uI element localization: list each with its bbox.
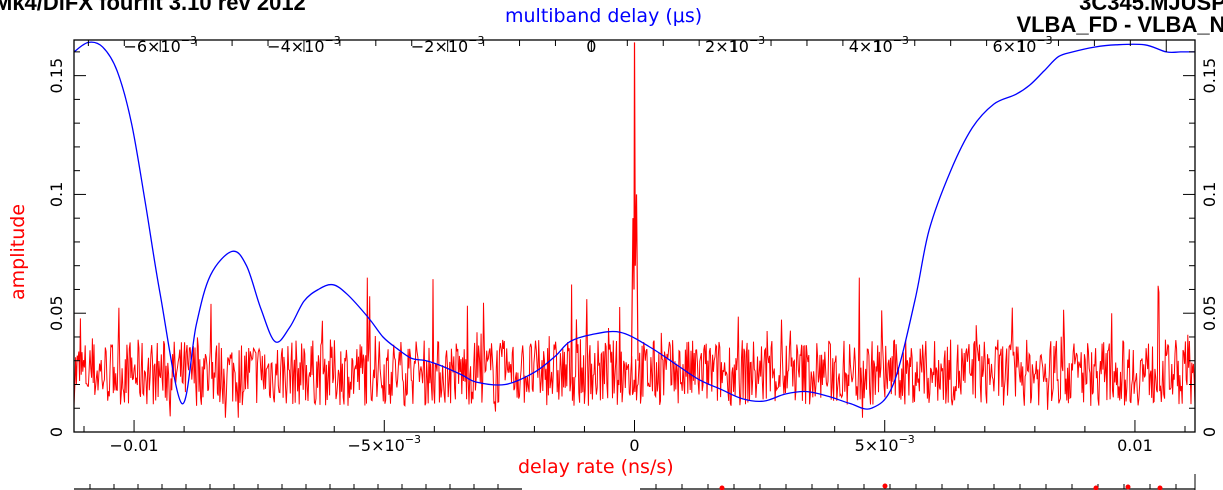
top-tick-label: 0 — [586, 37, 596, 56]
lower-panel-dot — [1093, 485, 1099, 490]
bottom-tick-label: −5×10−3 — [347, 433, 421, 455]
top-tick-label: 4×10−3 — [849, 34, 909, 56]
header-source-name: 3C345.MJUSPG — [1079, 0, 1223, 15]
lower-panel-dot — [719, 485, 725, 490]
y-tick-label-right: 0.05 — [1200, 295, 1219, 331]
y-tick-label-left: 0.05 — [47, 295, 66, 331]
header-left-text: Mk4/DiFX fourfit 3.10 rev 2012 — [0, 0, 306, 15]
lower-panel-dot — [1125, 484, 1131, 490]
bottom-tick-label: 0 — [629, 436, 639, 455]
top-tick-label: −6×10−3 — [123, 34, 197, 56]
top-axis-label: multiband delay (μs) — [505, 5, 703, 27]
y-tick-label-left: 0.1 — [47, 182, 66, 207]
y-tick-label-right: 0 — [1200, 427, 1219, 437]
lower-panel-dot — [882, 483, 888, 489]
top-tick-label: 6×10−3 — [992, 34, 1052, 56]
y-tick-label-right: 0.15 — [1200, 58, 1219, 94]
top-tick-label: −4×10−3 — [267, 34, 341, 56]
amplitude-noise-trace — [73, 277, 1196, 418]
bottom-tick-label: 0.01 — [1117, 436, 1153, 455]
bottom-tick-label: 5×10−3 — [855, 433, 915, 455]
bottom-axis-label: delay rate (ns/s) — [518, 456, 674, 478]
y-tick-label-left: 0 — [47, 427, 66, 437]
header-baseline: VLBA_FD - VLBA_NL, — [1016, 12, 1223, 37]
fringe-peak — [630, 42, 639, 361]
lower-panel-dot — [1157, 485, 1163, 490]
lower-panels — [74, 474, 1196, 490]
y-tick-label-left: 0.15 — [47, 58, 66, 94]
multiband-delay-curve — [73, 41, 1195, 410]
traces — [73, 41, 1196, 418]
bottom-tick-label: −0.01 — [110, 436, 159, 455]
top-tick-label: 2×10−3 — [705, 34, 765, 56]
top-tick-label: −2×10−3 — [411, 34, 485, 56]
y-tick-label-right: 0.1 — [1200, 182, 1219, 207]
